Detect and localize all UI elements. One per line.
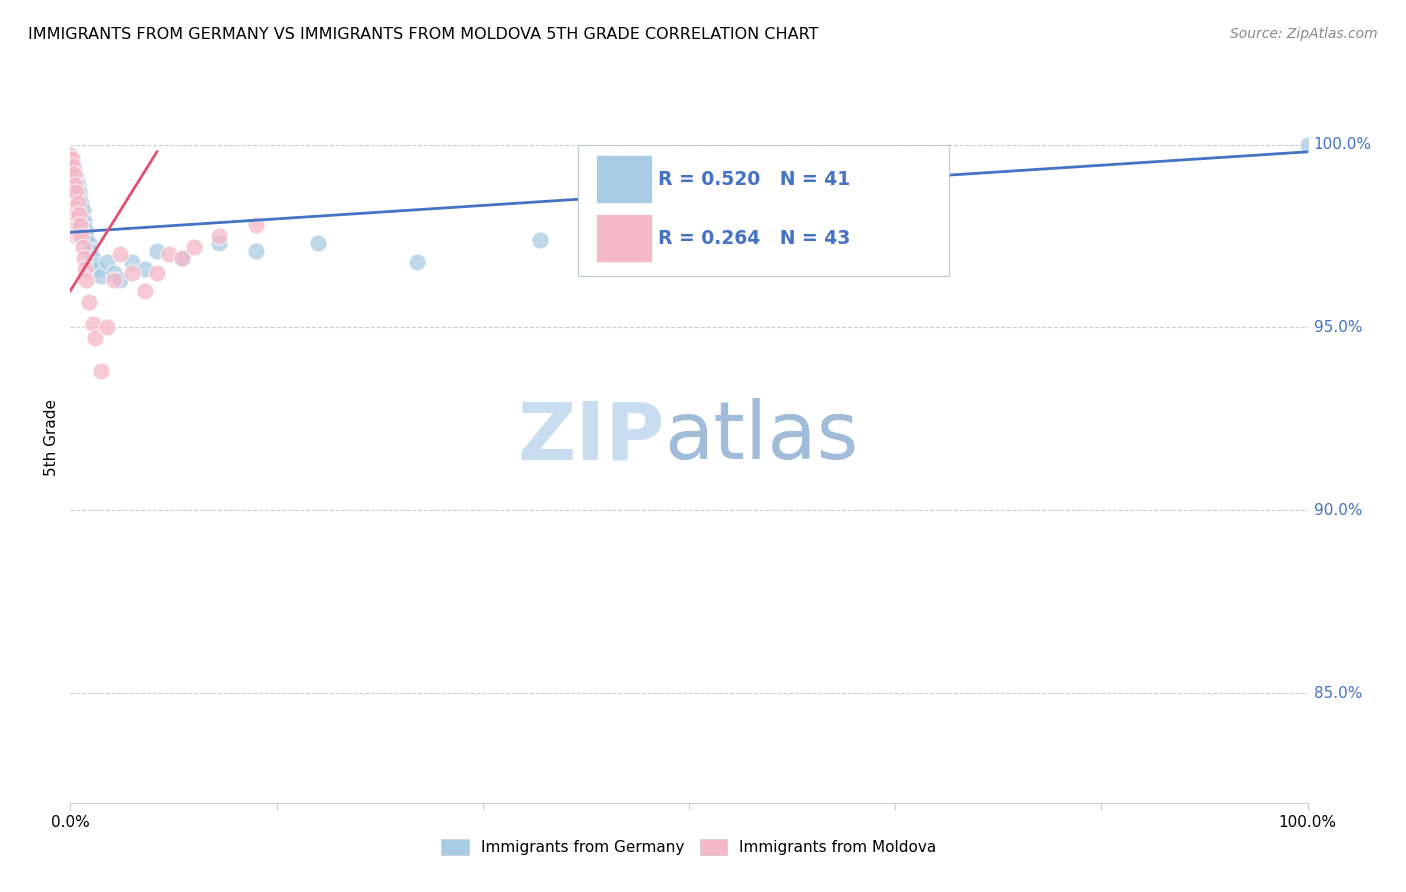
Point	[65, 203, 87, 218]
Point	[208, 236, 231, 251]
Point	[70, 228, 93, 243]
Point	[245, 218, 267, 232]
Point	[77, 294, 100, 309]
Point	[170, 251, 193, 265]
Text: 85.0%: 85.0%	[1313, 686, 1362, 700]
Text: ZIP: ZIP	[517, 398, 664, 476]
Point	[67, 228, 90, 243]
Point	[65, 185, 87, 199]
Point	[134, 261, 156, 276]
Point	[75, 228, 97, 243]
Point	[67, 207, 90, 221]
Point	[62, 221, 84, 235]
Point	[69, 218, 91, 232]
Text: Source: ZipAtlas.com: Source: ZipAtlas.com	[1230, 27, 1378, 41]
Point	[134, 284, 156, 298]
Point	[63, 181, 86, 195]
Point	[82, 251, 104, 265]
Point	[146, 244, 169, 258]
Point	[62, 196, 84, 211]
Point	[84, 258, 107, 272]
Point	[307, 236, 329, 251]
Point	[75, 261, 97, 276]
Point	[82, 317, 104, 331]
Point	[69, 193, 91, 207]
Point	[65, 178, 87, 192]
Point	[65, 207, 87, 221]
Point	[183, 240, 205, 254]
Point	[863, 174, 886, 188]
Point	[62, 160, 84, 174]
Point	[108, 273, 131, 287]
Point	[121, 265, 143, 279]
Point	[59, 148, 82, 162]
Y-axis label: 5th Grade: 5th Grade	[44, 399, 59, 475]
Point	[65, 200, 87, 214]
Point	[79, 244, 101, 258]
Point	[72, 221, 94, 235]
Point	[405, 254, 427, 268]
Point	[1296, 137, 1319, 152]
Point	[69, 211, 91, 225]
Point	[63, 188, 86, 202]
Point	[103, 265, 125, 279]
Text: 100.0%: 100.0%	[1313, 137, 1372, 152]
Point	[72, 203, 94, 218]
Point	[60, 152, 83, 166]
Point	[103, 273, 125, 287]
FancyBboxPatch shape	[596, 214, 652, 261]
Text: 95.0%: 95.0%	[1313, 320, 1362, 334]
Point	[121, 254, 143, 268]
Point	[75, 221, 97, 235]
Point	[245, 244, 267, 258]
Point	[70, 214, 93, 228]
Point	[108, 247, 131, 261]
Text: IMMIGRANTS FROM GERMANY VS IMMIGRANTS FROM MOLDOVA 5TH GRADE CORRELATION CHART: IMMIGRANTS FROM GERMANY VS IMMIGRANTS FR…	[28, 27, 818, 42]
Point	[73, 214, 96, 228]
Point	[90, 364, 112, 378]
Text: R = 0.520   N = 41: R = 0.520 N = 41	[658, 170, 851, 189]
Point	[90, 269, 112, 284]
Point	[208, 228, 231, 243]
Point	[65, 170, 87, 185]
Point	[62, 174, 84, 188]
FancyBboxPatch shape	[596, 155, 652, 203]
Point	[73, 251, 96, 265]
Point	[65, 185, 87, 199]
Point	[66, 178, 89, 192]
Point	[84, 331, 107, 345]
Point	[60, 170, 83, 185]
Point	[77, 236, 100, 251]
Point	[146, 265, 169, 279]
Point	[96, 254, 118, 268]
Point	[67, 185, 90, 199]
Text: atlas: atlas	[664, 398, 859, 476]
Point	[63, 167, 86, 181]
Point	[72, 240, 94, 254]
Point	[170, 251, 193, 265]
Point	[65, 228, 87, 243]
FancyBboxPatch shape	[578, 145, 949, 277]
Text: R = 0.264   N = 43: R = 0.264 N = 43	[658, 228, 851, 248]
Point	[66, 218, 89, 232]
Point	[75, 273, 97, 287]
Point	[59, 167, 82, 181]
Point	[66, 196, 89, 211]
Point	[63, 196, 86, 211]
Point	[62, 178, 84, 192]
Legend: Immigrants from Germany, Immigrants from Moldova: Immigrants from Germany, Immigrants from…	[434, 833, 943, 861]
Point	[529, 233, 551, 247]
Point	[60, 188, 83, 202]
Point	[65, 200, 87, 214]
Point	[86, 261, 108, 276]
Point	[65, 178, 87, 192]
Point	[60, 211, 83, 225]
Point	[157, 247, 180, 261]
Text: 90.0%: 90.0%	[1313, 503, 1362, 517]
Point	[63, 211, 86, 225]
Point	[70, 196, 93, 211]
Point	[66, 196, 89, 211]
Point	[67, 203, 90, 218]
Point	[96, 320, 118, 334]
